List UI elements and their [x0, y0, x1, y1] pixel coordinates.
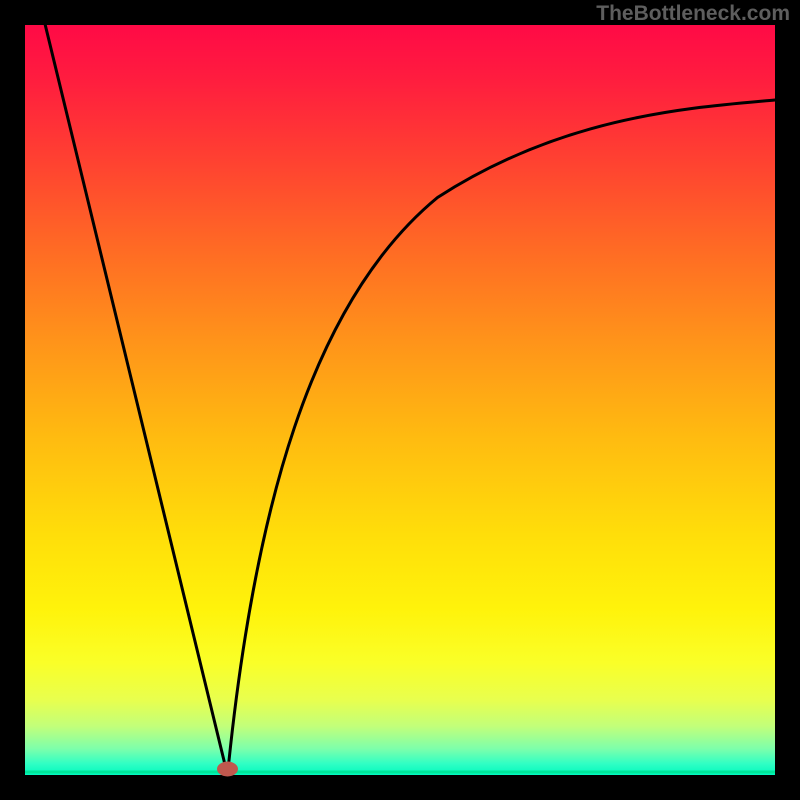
cusp-marker [217, 762, 238, 777]
watermark-text: TheBottleneck.com [596, 2, 790, 26]
bottleneck-chart [0, 0, 800, 800]
